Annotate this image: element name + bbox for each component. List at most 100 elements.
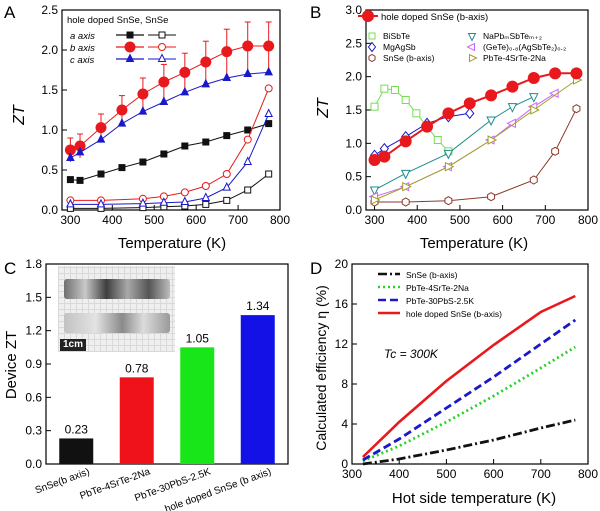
panel-a-ytick-label: 1.0 — [41, 123, 58, 137]
panel-a-b-axis-hole-doped-point — [179, 66, 191, 78]
panel-b-xtick-label: 600 — [493, 213, 513, 227]
panel-a-a-axis-hole-doped-point — [265, 120, 273, 128]
panel-b-napbmsbtem-2-point — [443, 149, 454, 160]
panel-a-c-axis-snse-point — [201, 192, 211, 201]
panel-a-xtick-label: 700 — [228, 213, 248, 227]
panel-a-c-axis-hole-doped-point — [180, 86, 190, 96]
panel-b-snse-b-axis-point — [444, 196, 453, 206]
panel-a-xtick-label: 400 — [102, 213, 122, 227]
sample-photo: 1cm — [58, 266, 175, 352]
panel-d-xtick-label: 800 — [578, 467, 598, 481]
panel-d-legend-item-1: PbTe-4SrTe-2Na — [406, 283, 469, 293]
panel-c-value-label: 0.78 — [125, 361, 149, 375]
panel-b-legend-marker — [367, 41, 377, 53]
panel-a-a-axis-snse-point — [244, 186, 252, 194]
panel-b-snse-b-axis-point — [572, 104, 581, 114]
panel-a-c-axis-snse-point — [138, 197, 148, 207]
panel-b-pbte-4srte-2na-point — [371, 195, 381, 205]
panel-a-legend-marker — [158, 31, 166, 39]
panel-b-ytick-label: 0.5 — [345, 170, 362, 184]
panel-b-ytick-label: 3.0 — [345, 3, 362, 17]
panel-a-xtick-label: 300 — [60, 213, 80, 227]
panel-c-bar-pbte-30pbs-2-5k — [180, 347, 215, 464]
panel-b-hole-doped-snse-b-axis-point — [506, 80, 519, 93]
panel-b-mgagsb-line — [374, 112, 470, 156]
panel-a-ytick-label: 0.5 — [41, 163, 58, 177]
panel-a-b-axis-hole-doped-line — [70, 45, 269, 151]
panel-b-legend-marker — [469, 53, 478, 63]
panel-b-ytick-label: 1.0 — [345, 136, 362, 150]
panel-b-hole-doped-snse-b-axis-point — [421, 120, 434, 133]
panel-b-xtick-label: 400 — [407, 213, 427, 227]
panel-d-xtick-label: 400 — [389, 467, 409, 481]
panel-a-a-axis-snse-point — [223, 196, 231, 204]
panel-a-c-axis-hole-doped-point — [138, 105, 148, 115]
panel-d-legend-item-0: SnSe (b-axis) — [406, 270, 458, 280]
panel-d-annotation: Tc = 300K — [384, 347, 439, 361]
panel-c-ytick-label: 1.5 — [25, 290, 42, 304]
panel-b-legend-item-0: BiSbTe — [383, 31, 410, 41]
panel-a-xtick-label: 500 — [144, 213, 164, 227]
panel-c-bar-snse-b-axis — [59, 438, 94, 464]
panel-d-ytick-label: 8 — [341, 377, 348, 391]
panel-b-xtick-label: 300 — [365, 213, 385, 227]
panel-a-a-axis-hole-doped-point — [202, 138, 210, 146]
panel-a-b-axis-snse-line — [70, 88, 270, 201]
panel-a-a-axis-snse-point — [265, 170, 273, 178]
panel-c-value-label: 1.05 — [186, 331, 210, 345]
panel-d-xtick-label: 600 — [484, 467, 504, 481]
panel-d-xtick-label: 500 — [436, 467, 456, 481]
panel-d-ytick-label: 16 — [335, 297, 349, 311]
panel-b-napbmsbtem-2-point — [369, 186, 380, 197]
panel-c-ytick-label: 0.6 — [25, 390, 42, 404]
panel-a-a-axis-hole-doped-point — [139, 158, 147, 166]
panel-a-c-axis-snse-point — [180, 196, 190, 205]
panel-d-snse-b-axis-line — [362, 418, 576, 466]
panel-a-a-axis-snse-point — [202, 200, 210, 208]
panel-c-bar-hole-doped-snse-b-axis — [240, 315, 275, 464]
panel-a-a-axis-hole-doped-point — [223, 132, 231, 140]
panel-a-legend-c: c axis — [70, 55, 95, 66]
panel-a-legend-marker — [124, 41, 136, 53]
panel-b-ytick-label: 2.5 — [345, 36, 362, 50]
panel-d-plot-frame — [351, 263, 589, 465]
panel-a-legend-title: hole doped SnSe, SnSe — [67, 15, 168, 26]
panel-b-bisbte-point — [401, 96, 410, 104]
panel-letter-b: B — [310, 3, 321, 22]
panel-c-ytick-label: 1.2 — [25, 324, 42, 338]
panel-d-pbte-30pbs-2-5k-line — [362, 318, 577, 462]
panel-d-ylabel: Calculated efficiency η (%) — [313, 285, 329, 450]
panel-c-category-label: hole doped SnSe (b axis) — [163, 466, 272, 511]
panel-c-value-label: 0.23 — [65, 422, 89, 436]
panel-d-legend-item-3: hole doped SnSe (b-axis) — [406, 309, 502, 319]
panel-a-c-axis-hole-doped-point — [159, 96, 169, 105]
panel-a-ytick-label: 2.5 — [41, 3, 58, 17]
panel-b-napbmsbtem-2-point — [507, 103, 518, 113]
panel-letter-a: A — [4, 3, 16, 22]
panel-b-ytick-label: 2.0 — [345, 70, 362, 84]
panel-a-b-axis-hole-doped-point — [116, 104, 128, 116]
panel-b-hole-doped-snse-b-axis-point — [399, 135, 412, 148]
panel-d-xlabel: Hot side temperature (K) — [392, 490, 556, 507]
panel-b-xlabel: Temperature (K) — [420, 235, 528, 252]
panel-a-c-axis-hole-doped-point — [117, 117, 127, 127]
panel-b-ytick-label: 0.0 — [345, 203, 362, 217]
panel-a-a-axis-hole-doped-point — [181, 142, 189, 150]
panel-b-bisbte-point — [412, 109, 421, 118]
panel-b-pbte-4srte-2na-point — [530, 105, 540, 115]
panel-a-c-axis-snse-point — [222, 181, 232, 191]
panel-b-xtick-label: 700 — [535, 213, 555, 227]
panel-b-legend-marker — [368, 53, 376, 63]
panel-a-b-axis-snse-point — [201, 182, 210, 190]
panel-b-pbte-4srte-2na-point — [444, 161, 455, 172]
panel-a-c-axis-snse-point — [159, 197, 169, 206]
panel-b-bisbte-point — [391, 86, 400, 94]
panel-b-hole-doped-snse-b-axis-point — [378, 150, 391, 163]
panel-a-xtick-label: 800 — [270, 213, 290, 227]
panel-a-c-axis-snse-point — [264, 108, 273, 117]
panel-b-legend-item-3: (GeTe)₀.₈(AgSbTe₂)₀.₂ — [483, 42, 566, 52]
panel-b-xtick-label: 800 — [578, 213, 598, 227]
panel-a-legend-marker — [158, 43, 166, 51]
panel-a-a-axis-hole-doped-point — [118, 164, 126, 172]
